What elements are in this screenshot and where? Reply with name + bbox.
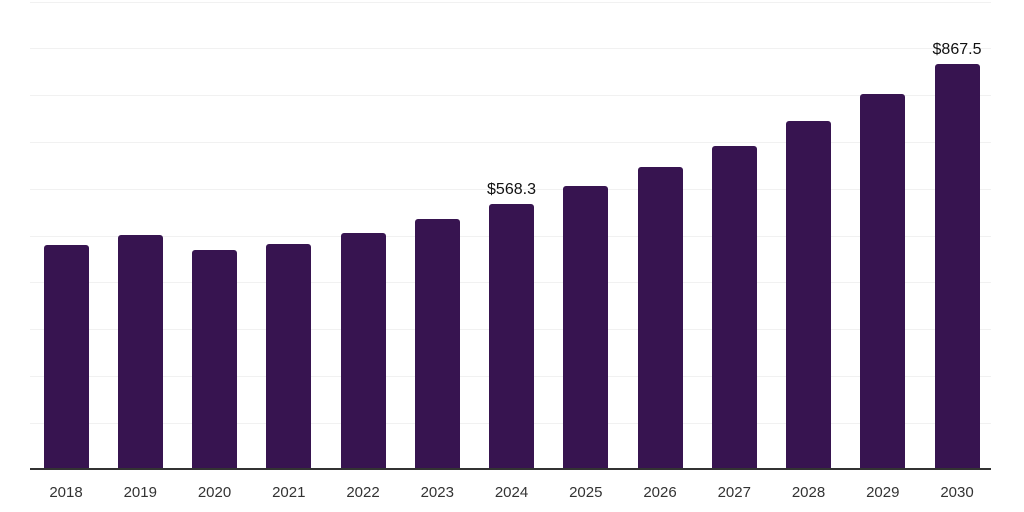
x-tick-2029: 2029 (866, 484, 900, 501)
gridline-900 (30, 48, 991, 50)
bar-2021 (266, 244, 312, 470)
x-tick-2020: 2020 (197, 484, 232, 501)
bar-2030 (934, 64, 980, 470)
gridline-700 (30, 141, 991, 143)
x-tick-2028: 2028 (791, 484, 826, 501)
bar-2025 (563, 185, 609, 470)
x-tick-2018: 2018 (49, 484, 83, 501)
plot-area: $568.3 $867.5 (30, 0, 991, 470)
x-tick-2030: 2030 (940, 484, 974, 501)
bar-2024 (489, 204, 534, 470)
bar-2018 (43, 245, 89, 470)
bar-2029 (860, 94, 906, 470)
bar-2026 (637, 167, 683, 470)
gridline-1000 (30, 1, 991, 3)
bar-2027 (711, 146, 757, 470)
x-tick-2023: 2023 (420, 484, 454, 501)
bar-value-label-2024: $568.3 (487, 181, 536, 199)
gridline-600 (30, 188, 991, 190)
x-tick-2026: 2026 (643, 484, 677, 501)
x-tick-2027: 2027 (717, 484, 751, 501)
bar-2020 (192, 250, 237, 470)
bar-value-label-2030: $867.5 (932, 41, 982, 58)
bar-2023 (414, 218, 460, 470)
bar-2019 (117, 234, 163, 470)
bar-2028 (786, 120, 831, 470)
gridline-800 (30, 95, 991, 97)
x-tick-2019: 2019 (123, 484, 157, 501)
x-tick-2021: 2021 (272, 484, 306, 501)
x-tick-2022: 2022 (346, 484, 380, 501)
bar-2022 (340, 232, 386, 470)
x-tick-2025: 2025 (569, 484, 603, 501)
x-tick-2024: 2024 (494, 484, 529, 501)
x-axis-line (30, 468, 991, 470)
